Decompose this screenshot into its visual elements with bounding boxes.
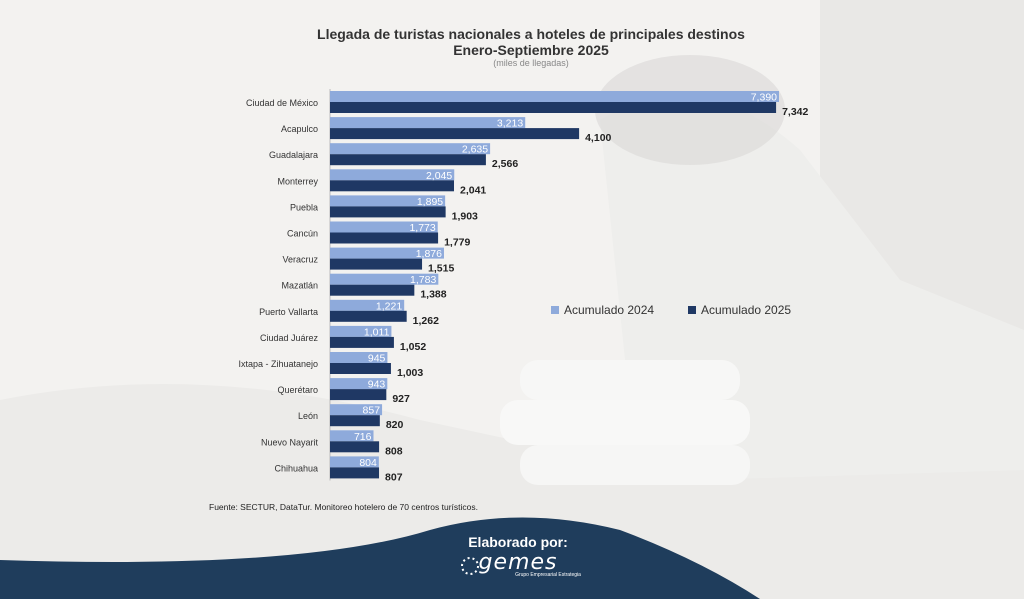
data-label-2025: 1,515 <box>428 263 454 275</box>
bar-2024 <box>330 404 383 416</box>
data-label-2024: 716 <box>354 431 372 443</box>
legend-label-2024: Acumulado 2024 <box>564 303 655 317</box>
data-label-2025: 1,052 <box>400 341 426 353</box>
bar-2024 <box>330 456 379 468</box>
data-label-2025: 927 <box>392 393 410 405</box>
category-label: Ciudad Juárez <box>260 333 319 343</box>
bar-2024 <box>330 247 444 259</box>
category-label: Acapulco <box>281 124 318 134</box>
bar-2024 <box>330 299 405 311</box>
data-label-2024: 3,213 <box>497 118 523 130</box>
data-label-2024: 1,773 <box>409 222 435 234</box>
legend-item-2025: Acumulado 2025 <box>688 303 791 317</box>
logo-ring-icon <box>461 557 479 575</box>
bar-2025 <box>330 389 387 401</box>
bar-2025 <box>330 363 391 374</box>
data-label-2024: 1,783 <box>410 274 436 286</box>
bar-2024 <box>330 117 526 129</box>
data-label-2025: 7,342 <box>782 106 808 118</box>
bar-2024 <box>330 143 491 155</box>
data-label-2025: 808 <box>385 445 403 457</box>
bar-2025 <box>330 441 380 453</box>
data-label-2024: 2,635 <box>462 144 488 156</box>
bar-2025 <box>330 206 446 218</box>
bar-2025 <box>330 336 394 348</box>
bar-2024 <box>330 91 779 102</box>
category-label: Nuevo Nayarit <box>261 437 319 447</box>
data-label-2025: 1,262 <box>413 315 439 327</box>
category-label: Ixtapa - Zihuatanejo <box>238 359 318 369</box>
category-label: Puerto Vallarta <box>259 307 318 317</box>
bar-2025 <box>330 102 777 113</box>
data-label-2024: 2,045 <box>426 170 452 182</box>
category-label: León <box>298 411 318 421</box>
bar-2025 <box>330 180 455 192</box>
bar-2025 <box>330 467 380 479</box>
category-label: Ciudad de México <box>246 98 318 108</box>
category-label: Querétaro <box>277 385 318 395</box>
footer-credit: Elaborado por: gemes Grupo Empresarial E… <box>418 534 618 578</box>
bar-2024 <box>330 221 438 233</box>
logo-subtitle: Grupo Empresarial Estrategia <box>515 572 581 578</box>
legend-swatch-2024 <box>551 306 559 314</box>
category-label: Mazatlán <box>281 281 318 291</box>
data-label-2025: 1,903 <box>452 210 478 222</box>
data-label-2024: 1,895 <box>417 196 443 208</box>
category-label: Puebla <box>290 202 318 212</box>
bar-2024 <box>330 378 388 390</box>
footer-label: Elaborado por: <box>468 534 568 550</box>
category-label: Monterrey <box>277 176 318 186</box>
data-label-2025: 807 <box>385 471 403 483</box>
bar-2025 <box>330 258 423 270</box>
bar-2025 <box>330 154 486 166</box>
data-label-2024: 857 <box>363 405 381 417</box>
chart-title: Llegada de turistas nacionales a hoteles… <box>317 26 745 42</box>
unit-note: (miles de llegadas) <box>493 58 569 68</box>
data-label-2025: 1,779 <box>444 237 470 249</box>
data-label-2024: 945 <box>368 353 386 365</box>
data-label-2025: 2,041 <box>460 184 486 196</box>
bar-2024 <box>330 325 392 337</box>
data-label-2024: 804 <box>359 457 377 469</box>
data-label-2024: 1,876 <box>416 248 442 260</box>
category-label: Veracruz <box>282 255 318 265</box>
legend-item-2024: Acumulado 2024 <box>551 303 654 317</box>
logo-text: gemes <box>478 550 558 575</box>
legend-label-2025: Acumulado 2025 <box>701 303 792 317</box>
source-note: Fuente: SECTUR, DataTur. Monitoreo hotel… <box>209 502 478 512</box>
bar-2024 <box>330 430 374 442</box>
category-label: Chihuahua <box>274 463 318 473</box>
data-label-2024: 943 <box>368 379 386 391</box>
bar-2025 <box>330 415 380 427</box>
bar-2024 <box>330 352 388 363</box>
bar-2024 <box>330 169 455 181</box>
bar-2025 <box>330 232 439 244</box>
data-label-2025: 2,566 <box>492 158 518 170</box>
bar-2024 <box>330 273 439 285</box>
chart-subtitle: Enero-Septiembre 2025 <box>453 42 609 58</box>
bar-2025 <box>330 310 407 322</box>
data-label-2024: 7,390 <box>751 92 777 104</box>
category-label: Guadalajara <box>269 150 318 160</box>
data-label-2025: 820 <box>386 419 404 431</box>
data-label-2025: 1,003 <box>397 367 423 379</box>
bar-2024 <box>330 195 446 207</box>
data-label-2025: 1,388 <box>420 289 446 301</box>
bar-2025 <box>330 284 415 296</box>
data-label-2025: 4,100 <box>585 132 611 144</box>
data-label-2024: 1,221 <box>376 300 402 312</box>
data-label-2024: 1,011 <box>364 326 390 338</box>
legend-swatch-2025 <box>688 306 696 314</box>
bar-2025 <box>330 128 580 140</box>
category-label: Cancún <box>287 229 318 239</box>
